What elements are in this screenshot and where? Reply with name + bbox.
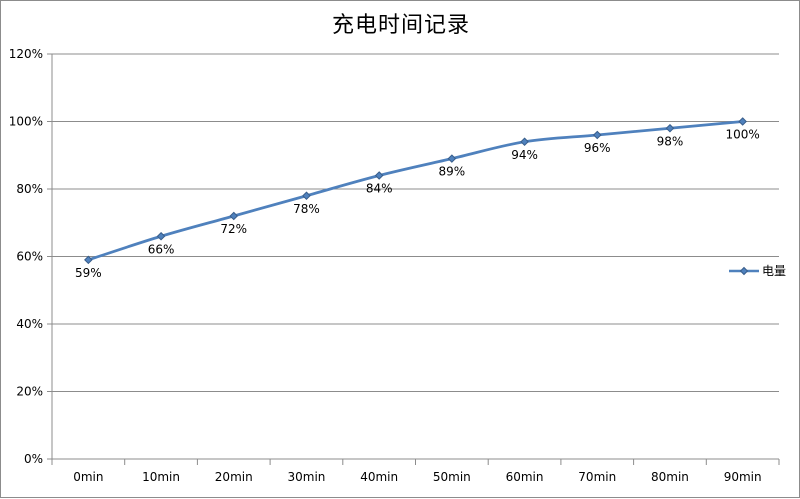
x-tick-label: 0min [73, 470, 103, 484]
x-tick-label: 30min [287, 470, 325, 484]
data-label: 78% [293, 202, 320, 216]
data-label: 89% [439, 165, 466, 179]
y-tick-label: 0% [24, 452, 43, 466]
y-tick-label: 100% [9, 115, 43, 129]
data-label: 96% [584, 141, 611, 155]
x-tick-label: 80min [651, 470, 689, 484]
legend-line-marker-icon [729, 266, 759, 275]
data-point-marker [84, 255, 93, 265]
data-label: 100% [725, 128, 759, 142]
data-label: 98% [657, 134, 684, 148]
legend: 电量 [729, 262, 786, 279]
y-tick-label: 120% [9, 47, 43, 61]
y-tick-label: 40% [16, 317, 43, 331]
chart-title: 充电时间记录 [331, 13, 470, 38]
legend-label: 电量 [762, 264, 787, 278]
data-point-marker [592, 130, 602, 140]
data-point-marker [374, 171, 384, 180]
x-tick-label: 40min [360, 470, 398, 484]
x-tick-label: 50min [433, 470, 471, 484]
data-point-marker [520, 137, 529, 147]
data-label: 84% [366, 182, 393, 196]
x-tick-label: 20min [215, 470, 253, 484]
x-tick-label: 60min [506, 470, 544, 484]
series-line [86, 120, 745, 262]
data-point-marker [302, 191, 311, 201]
data-point-marker [665, 123, 675, 133]
y-tick-label: 60% [16, 250, 43, 264]
data-point-marker [156, 231, 166, 241]
data-label: 94% [511, 148, 538, 162]
data-point-marker [738, 117, 747, 126]
y-tick-label: 80% [16, 182, 43, 196]
x-tick-label: 90min [724, 470, 762, 484]
x-tick-label: 10min [142, 470, 180, 484]
data-label: 66% [148, 242, 175, 256]
x-tick-label: 70min [578, 470, 616, 484]
y-tick-label: 20% [16, 385, 43, 399]
data-label: 59% [75, 266, 102, 280]
data-label: 72% [220, 222, 247, 236]
data-point-marker [447, 154, 457, 163]
data-point-marker [229, 211, 239, 221]
